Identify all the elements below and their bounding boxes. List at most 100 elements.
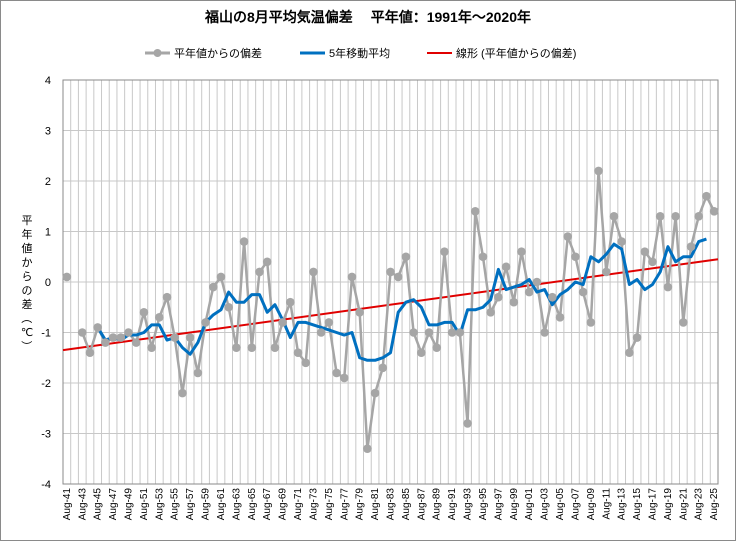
- anomaly-point: [702, 191, 711, 201]
- y-axis-label-char: の: [22, 285, 33, 297]
- x-tick-label: Aug-45: [93, 488, 104, 521]
- anomaly-point: [417, 348, 426, 358]
- x-tick-label: Aug-25: [709, 488, 720, 521]
- anomaly-point: [131, 338, 141, 347]
- anomaly-point: [178, 388, 187, 398]
- anomaly-point: [640, 247, 650, 256]
- anomaly-point: [193, 368, 203, 378]
- plot-area-border: [62, 79, 719, 485]
- x-tick-label: Aug-85: [401, 488, 412, 521]
- x-tick-label: Aug-09: [586, 488, 597, 521]
- x-tick-label: Aug-03: [540, 488, 551, 521]
- y-axis-label-char: 値: [22, 242, 33, 255]
- y-tick-label: 2: [45, 176, 51, 188]
- anomaly-point: [185, 333, 195, 342]
- y-tick-label: -4: [41, 479, 51, 491]
- anomaly-point: [201, 318, 210, 327]
- y-tick-label: 0: [45, 277, 51, 289]
- anomaly-point: [216, 272, 226, 282]
- y-axis-label-char: か: [22, 256, 33, 269]
- x-tick-label: Aug-53: [154, 488, 165, 521]
- y-tick-label: -3: [41, 429, 51, 441]
- x-tick-label: Aug-41: [62, 488, 73, 521]
- legend-anomaly-marker: [153, 49, 162, 57]
- anomaly-point: [424, 328, 434, 337]
- anomaly-point: [270, 343, 280, 352]
- y-tick-label: 4: [45, 75, 51, 87]
- anomaly-point: [671, 212, 680, 221]
- anomaly-point: [617, 237, 626, 246]
- anomaly-point: [370, 388, 380, 398]
- anomaly-point: [309, 267, 318, 277]
- anomaly-point: [470, 207, 480, 216]
- x-tick-label: Aug-21: [678, 488, 689, 521]
- x-tick-label: Aug-17: [648, 488, 659, 521]
- x-tick-label: Aug-59: [201, 488, 212, 521]
- anomaly-point: [324, 318, 334, 327]
- anomaly-point: [363, 444, 372, 453]
- x-tick-label: Aug-83: [386, 488, 397, 521]
- anomaly-point: [532, 277, 542, 287]
- x-tick-label: Aug-43: [77, 488, 88, 521]
- anomaly-point: [93, 323, 102, 332]
- anomaly-point: [232, 343, 241, 352]
- anomaly-point: [594, 166, 603, 176]
- y-axis-label-char: ）: [20, 341, 33, 352]
- anomaly-point: [155, 313, 164, 322]
- y-axis-label-char: 差: [22, 297, 33, 311]
- anomaly-point: [571, 252, 580, 262]
- x-tick-label: Aug-81: [370, 488, 381, 521]
- x-tick-label: Aug-67: [262, 488, 273, 521]
- anomaly-point: [609, 212, 619, 221]
- anomaly-point: [655, 212, 665, 221]
- anomaly-point: [709, 207, 719, 216]
- x-tick-label: Aug-11: [601, 488, 612, 520]
- anomaly-point: [494, 292, 503, 302]
- anomaly-point: [239, 237, 249, 246]
- anomaly-point: [139, 308, 149, 317]
- x-tick-label: Aug-87: [416, 488, 427, 521]
- anomaly-point: [632, 333, 642, 342]
- anomaly-point: [386, 267, 395, 277]
- moving-average-line: [96, 237, 707, 362]
- anomaly-point: [586, 318, 596, 327]
- anomaly-point: [455, 328, 465, 337]
- anomaly-point: [393, 272, 403, 282]
- anomaly-point: [509, 297, 519, 307]
- legend-trend-label: 線形 (平年値からの偏差): [456, 46, 576, 60]
- y-axis-label-char: 平: [22, 215, 33, 227]
- x-tick-label: Aug-51: [139, 488, 150, 521]
- anomaly-point: [301, 358, 311, 368]
- anomaly-point: [332, 368, 341, 378]
- anomaly-point: [625, 348, 634, 358]
- anomaly-point: [101, 338, 110, 347]
- anomaly-point: [679, 318, 688, 327]
- y-axis-label-char: ら: [22, 270, 33, 283]
- anomaly-point: [440, 247, 449, 256]
- anomaly-point: [247, 343, 257, 352]
- anomaly-point: [555, 313, 565, 322]
- x-tick-label: Aug-19: [663, 488, 674, 521]
- anomaly-point: [686, 242, 696, 251]
- y-axis-label-char: （: [20, 313, 33, 324]
- anomaly-point: [339, 373, 349, 383]
- anomaly-point: [478, 252, 488, 262]
- x-tick-label: Aug-75: [324, 488, 335, 521]
- x-tick-label: Aug-91: [447, 488, 458, 521]
- x-tick-label: Aug-13: [617, 488, 628, 521]
- anomaly-point: [517, 247, 526, 256]
- x-tick-label: Aug-93: [463, 488, 474, 521]
- x-tick-label: Aug-57: [185, 488, 196, 521]
- x-tick-label: Aug-23: [694, 488, 705, 521]
- y-tick-label: 3: [45, 126, 51, 138]
- x-tick-label: Aug-47: [108, 488, 119, 521]
- chart-title: 福山の8月平均気温偏差 平年値：1991年～2020年: [204, 9, 531, 25]
- anomaly-point: [694, 212, 704, 221]
- anomaly-point: [286, 297, 295, 307]
- x-tick-label: Aug-89: [432, 488, 443, 521]
- x-tick-label: Aug-01: [524, 488, 535, 521]
- y-tick-label: -2: [41, 378, 51, 390]
- anomaly-point: [293, 348, 303, 358]
